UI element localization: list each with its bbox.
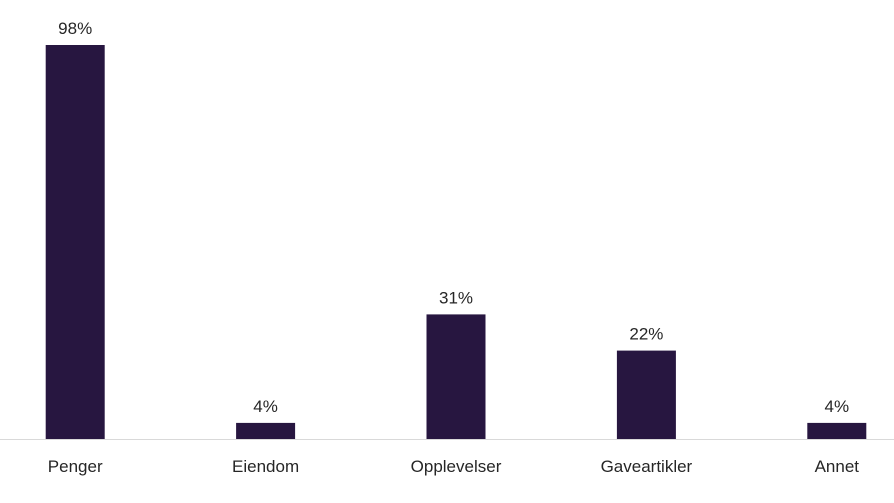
category-labels-group: Penger Eiendom Opplevelser Gaveartikler Anne… [48,457,859,476]
value-label-opplevelser: 31% [439,288,473,307]
value-label-annet: 4% [825,397,850,416]
category-label-gaveartikler: Gaveartikler [601,457,693,476]
bar-annet [807,422,867,439]
bar-penger [45,45,105,439]
category-label-opplevelser: Opplevelser [411,457,502,476]
value-labels-group: 98% 4% 31% 22% 4% [58,19,849,416]
category-label-annet: Annet [815,457,860,476]
category-label-penger: Penger [48,457,103,476]
bar-opplevelser [426,314,486,439]
value-label-eiendom: 4% [253,397,278,416]
value-label-penger: 98% [58,19,92,38]
category-label-eiendom: Eiendom [232,457,299,476]
bars-group [45,45,867,439]
bar-gaveartikler [616,350,676,439]
bar-eiendom [236,422,296,439]
value-label-gaveartikler: 22% [629,325,663,344]
